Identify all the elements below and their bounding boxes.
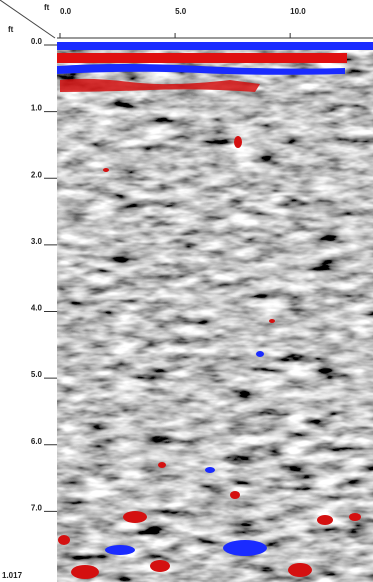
corner-line bbox=[0, 0, 56, 39]
annotation: 1.017 bbox=[2, 571, 23, 580]
x-tick-label: 10.0 bbox=[290, 7, 306, 16]
y-unit: ft bbox=[8, 25, 14, 34]
x-tick-label: 0.0 bbox=[60, 7, 72, 16]
y-tick-label: 2.0 bbox=[31, 170, 43, 179]
y-tick-label: 4.0 bbox=[31, 304, 43, 313]
y-tick-label: 5.0 bbox=[31, 370, 43, 379]
x-unit: ft bbox=[44, 3, 50, 12]
x-tick-label: 5.0 bbox=[175, 7, 187, 16]
y-tick-label: 7.0 bbox=[31, 503, 43, 512]
y-tick-label: 0.0 bbox=[31, 37, 43, 46]
y-tick-label: 3.0 bbox=[31, 237, 43, 246]
y-tick-label: 1.0 bbox=[31, 104, 43, 113]
y-tick-label: 6.0 bbox=[31, 437, 43, 446]
radar-image bbox=[57, 42, 373, 582]
